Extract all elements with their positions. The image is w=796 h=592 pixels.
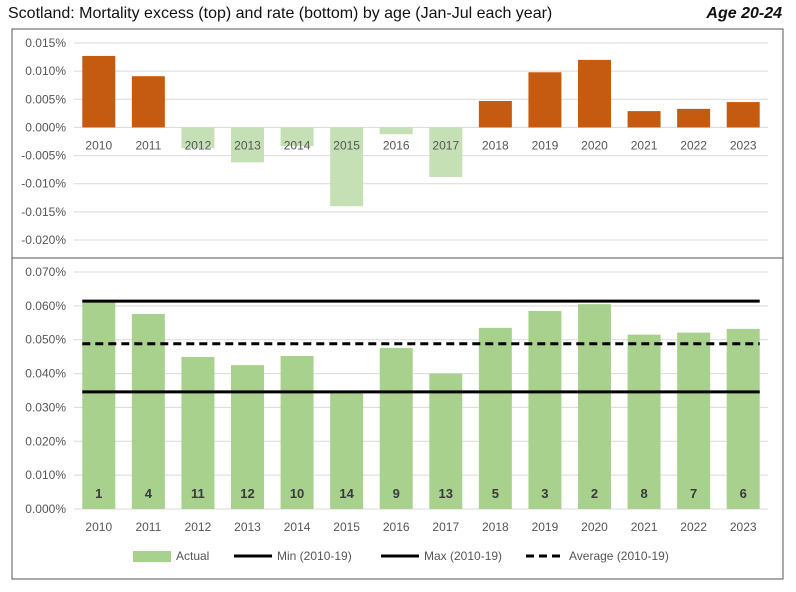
x-tick-label: 2021	[631, 520, 658, 534]
x-tick-label: 2011	[135, 138, 161, 152]
y-tick-label: 0.020%	[25, 434, 66, 448]
y-tick-label: 0.010%	[25, 468, 66, 482]
x-tick-label: 2023	[730, 520, 757, 534]
actual-bar	[478, 327, 512, 509]
actual-bar	[528, 310, 562, 509]
excess-bar	[578, 59, 611, 128]
excess-bar	[379, 127, 413, 135]
x-tick-label: 2011	[135, 520, 161, 534]
excess-bar	[131, 76, 165, 128]
x-tick-label: 2020	[581, 520, 608, 534]
x-tick-label: 2014	[284, 138, 311, 152]
y-tick-label: -0.010%	[21, 177, 66, 191]
excess-bar	[330, 127, 364, 207]
excess-bar	[280, 127, 314, 147]
actual-bar	[726, 328, 760, 509]
x-tick-label: 2019	[532, 138, 559, 152]
excess-bar	[528, 72, 562, 128]
excess-bar	[627, 111, 661, 128]
rank-label: 8	[640, 486, 647, 501]
excess-bar	[429, 127, 463, 177]
x-tick-label: 2010	[85, 520, 112, 534]
chart-frame	[11, 28, 784, 580]
x-tick-label: 2023	[730, 138, 757, 152]
actual-bar	[82, 302, 116, 509]
x-tick-label: 2014	[284, 520, 311, 534]
actual-bar	[627, 334, 661, 509]
excess-bar	[82, 55, 116, 128]
rank-label: 11	[191, 486, 205, 501]
legend-label-actual: Actual	[176, 549, 209, 563]
actual-bar	[379, 347, 413, 509]
rate-panel: 0.070% 0.060% 0.050% 0.040% 0.030% 0.020% 0.01…	[25, 265, 768, 534]
x-tick-label: 2018	[482, 138, 509, 152]
y-tick-label: 0.010%	[25, 64, 66, 78]
y-tick-label: 0.070%	[25, 265, 66, 279]
x-tick-label: 2013	[234, 138, 261, 152]
rank-label: 2	[591, 486, 598, 501]
x-tick-label: 2016	[383, 520, 410, 534]
x-tick-label: 2015	[333, 138, 360, 152]
y-tick-label: 0.030%	[25, 400, 66, 414]
actual-bar	[578, 304, 611, 509]
excess-bar	[231, 127, 264, 163]
rank-label: 9	[393, 486, 400, 501]
x-tick-label: 2016	[383, 138, 410, 152]
y-tick-label: 0.060%	[25, 299, 66, 313]
legend-label-max: Max (2010-19)	[424, 549, 502, 563]
legend: Actual Min (2010-19) Max (2010-19) Average …	[133, 549, 669, 563]
y-tick-label: 0.000%	[25, 502, 66, 516]
y-tick-label: -0.020%	[21, 233, 66, 247]
x-tick-label: 2017	[432, 138, 459, 152]
rank-label: 13	[439, 486, 453, 501]
legend-label-min: Min (2010-19)	[277, 549, 352, 563]
rank-label: 1	[95, 486, 102, 501]
actual-bar	[181, 356, 215, 509]
y-tick-label: 0.015%	[25, 36, 66, 50]
rank-label: 10	[290, 486, 304, 501]
y-tick-label: -0.005%	[21, 149, 66, 163]
x-tick-label: 2012	[185, 138, 212, 152]
y-tick-label: -0.015%	[21, 205, 66, 219]
rank-label: 14	[339, 486, 354, 501]
x-tick-label: 2015	[333, 520, 360, 534]
rank-label: 6	[740, 486, 747, 501]
excess-bar	[726, 102, 760, 128]
actual-bar	[280, 355, 314, 509]
excess-panel: 0.015% 0.010% 0.005% 0.000% -0.005% -0.010% -0…	[21, 36, 768, 247]
x-tick-label: 2013	[234, 520, 261, 534]
excess-bar	[181, 127, 215, 149]
actual-bar	[131, 313, 165, 509]
rank-label: 3	[541, 486, 548, 501]
y-tick-label: 0.000%	[25, 120, 66, 134]
actual-bar	[330, 391, 364, 509]
y-tick-label: 0.050%	[25, 333, 66, 347]
rank-label: 4	[145, 486, 153, 501]
x-tick-label: 2021	[631, 138, 658, 152]
legend-swatch-actual	[133, 551, 171, 562]
x-tick-label: 2020	[581, 138, 608, 152]
rank-label: 12	[240, 486, 254, 501]
actual-bar	[231, 365, 264, 509]
x-tick-label: 2012	[185, 520, 212, 534]
chart-title: Scotland: Mortality excess (top) and rat…	[8, 5, 553, 22]
rank-label: 5	[492, 486, 499, 501]
actual-bar	[429, 373, 463, 509]
x-tick-label: 2022	[680, 520, 707, 534]
legend-label-average: Average (2010-19)	[569, 549, 669, 563]
excess-bar	[478, 100, 512, 128]
excess-bar	[677, 108, 711, 128]
age-group-label: Age 20-24	[706, 5, 782, 22]
actual-bar	[677, 332, 711, 509]
y-tick-label: 0.005%	[25, 92, 66, 106]
x-tick-label: 2022	[680, 138, 707, 152]
x-tick-label: 2010	[85, 138, 112, 152]
x-tick-label: 2018	[482, 520, 509, 534]
x-tick-label: 2019	[532, 520, 559, 534]
rank-label: 7	[690, 486, 697, 501]
y-tick-label: 0.040%	[25, 367, 66, 381]
x-tick-label: 2017	[432, 520, 459, 534]
